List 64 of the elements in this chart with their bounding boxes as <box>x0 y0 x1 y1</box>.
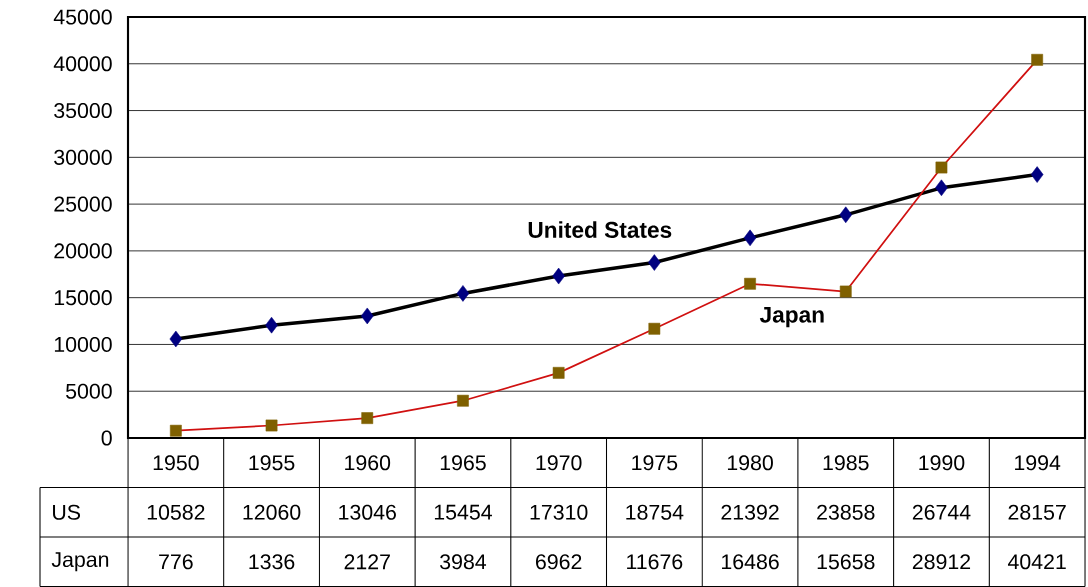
data-label: 6962 <box>536 554 582 570</box>
x-tick-label: 1994 <box>1015 455 1061 471</box>
x-tick-label: 1970 <box>536 455 582 471</box>
data-label: 26744 <box>912 504 971 520</box>
point <box>169 330 183 348</box>
y-tick-label: 10000 <box>54 336 112 352</box>
y-tick-label: 0 <box>101 430 112 446</box>
point <box>743 229 757 247</box>
data-label: 28157 <box>1008 504 1066 520</box>
y-tick-label: 15000 <box>54 290 112 306</box>
data-label: 13046 <box>339 504 396 520</box>
point <box>839 285 852 298</box>
x-tick-label: 1965 <box>440 455 486 471</box>
x-tick-label: 1985 <box>823 455 869 471</box>
data-label: 15454 <box>434 504 492 520</box>
point <box>457 394 469 407</box>
point <box>456 285 470 302</box>
point <box>648 322 661 335</box>
data-label: 10582 <box>147 504 205 520</box>
point <box>552 267 565 285</box>
y-tick-label: 40000 <box>53 56 112 72</box>
point <box>265 419 278 432</box>
data-label: 21392 <box>721 504 779 520</box>
point <box>360 307 374 325</box>
data-label: 12060 <box>243 504 301 520</box>
x-tick-label: 1975 <box>632 455 678 471</box>
data-label: 776 <box>159 554 193 570</box>
x-tick-label: 1950 <box>153 455 199 471</box>
point <box>935 179 948 197</box>
point <box>935 161 948 174</box>
y-tick-label: 25000 <box>54 196 112 212</box>
x-tick-label: 1960 <box>345 455 391 471</box>
x-tick-label: 1980 <box>727 455 773 471</box>
y-tick-label: 5000 <box>66 383 112 399</box>
y-tick-label: 30000 <box>54 149 112 165</box>
point <box>361 412 374 424</box>
data-label: 1336 <box>249 554 295 570</box>
point <box>169 424 182 437</box>
data-label: 11676 <box>627 554 683 570</box>
data-label: 16486 <box>722 554 779 570</box>
point <box>839 206 853 224</box>
x-tick-label: 1955 <box>249 455 295 471</box>
point <box>648 254 661 271</box>
text: US <box>53 504 81 520</box>
point <box>552 367 565 379</box>
data-label: 2127 <box>344 554 390 570</box>
data-label: 3984 <box>440 554 487 570</box>
y-tick-label: 45000 <box>53 9 112 25</box>
text: Japan <box>51 552 109 572</box>
point <box>265 316 278 334</box>
series-label: Japan <box>759 306 824 328</box>
point <box>1030 166 1044 183</box>
data-label: 17310 <box>530 504 588 520</box>
data-label: 15658 <box>817 554 875 570</box>
point <box>1031 53 1044 66</box>
data-label: 18754 <box>626 504 684 520</box>
data-label: 40421 <box>1007 554 1066 570</box>
x-tick-label: 1990 <box>919 455 965 471</box>
y-tick-label: 20000 <box>54 243 112 259</box>
series-label: United States <box>528 221 672 238</box>
point <box>744 277 756 290</box>
data-label: 28912 <box>912 554 971 570</box>
data-label: 23858 <box>817 504 875 520</box>
y-tick-label: 35000 <box>54 103 112 119</box>
